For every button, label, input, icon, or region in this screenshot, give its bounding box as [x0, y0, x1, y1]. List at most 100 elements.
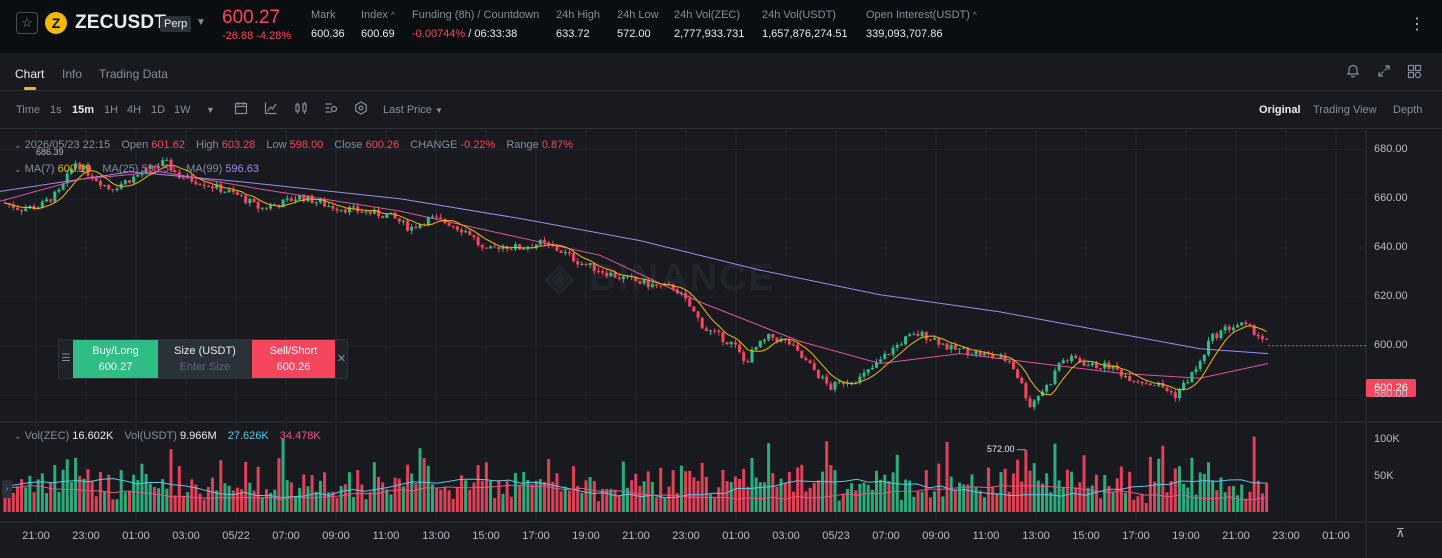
- interval-1w[interactable]: 1W: [174, 104, 191, 116]
- sell-short-button[interactable]: Sell/Short 600.26: [252, 340, 335, 378]
- volume-bar: [418, 448, 422, 512]
- view-depth[interactable]: Depth: [1393, 104, 1423, 116]
- interval-dropdown-icon[interactable]: ▼: [206, 105, 215, 115]
- tab-trading-data[interactable]: Trading Data: [99, 67, 168, 81]
- volume-bar: [543, 481, 546, 512]
- tab-chart[interactable]: Chart: [15, 67, 45, 81]
- volume-bar: [65, 459, 69, 512]
- tools-hexagon-icon[interactable]: [354, 101, 368, 118]
- volume-bar: [98, 472, 102, 512]
- chevron-down-icon[interactable]: ▼: [196, 17, 206, 28]
- volume-bar: [675, 492, 679, 512]
- volume-bar: [377, 476, 380, 512]
- symbol-name[interactable]: ZECUSDT: [75, 12, 167, 33]
- volume-bar: [132, 474, 136, 512]
- candle-body: [771, 333, 775, 338]
- stat-value: 633.72: [556, 28, 590, 40]
- candle-body: [1065, 360, 1069, 362]
- volume-bar: [273, 489, 277, 512]
- candle-body: [1165, 387, 1169, 391]
- volume-bar: [256, 466, 260, 512]
- candle-body: [1140, 381, 1144, 384]
- candle-body: [580, 264, 584, 266]
- interval-15m[interactable]: 15m: [72, 104, 95, 116]
- volume-bar: [850, 483, 854, 512]
- price-axis-label: 620.00: [1374, 290, 1408, 303]
- favorite-star-icon[interactable]: ☆: [16, 12, 38, 34]
- interval-4h[interactable]: 4H: [127, 104, 142, 116]
- stat-value: 339,093,707.86: [866, 28, 943, 40]
- volume-bar: [219, 460, 223, 512]
- candle-body: [609, 272, 613, 277]
- volume-bar: [1070, 471, 1074, 512]
- tab-info[interactable]: Info: [62, 67, 83, 81]
- close-icon[interactable]: ✕: [336, 353, 347, 365]
- scroll-left-handle[interactable]: ›: [2, 480, 12, 498]
- candle-body: [613, 272, 617, 278]
- volume-bar: [49, 482, 53, 512]
- volume-bar: [655, 497, 659, 512]
- interval-1d[interactable]: 1D: [151, 104, 166, 116]
- price-type-select[interactable]: Last Price ▼: [383, 104, 443, 116]
- chart-settings-icon[interactable]: [324, 101, 338, 118]
- candle-body: [61, 183, 65, 190]
- volume-bar: [663, 497, 667, 512]
- buy-long-button[interactable]: Buy/Long 600.27: [73, 340, 158, 378]
- view-original[interactable]: Original: [1259, 104, 1301, 116]
- volume-bar: [393, 477, 397, 512]
- candle-body: [725, 342, 729, 345]
- volume-bar: [1260, 493, 1264, 512]
- candle-body: [422, 224, 426, 226]
- buy-label: Buy/Long: [92, 345, 139, 357]
- volume-bar: [1248, 491, 1252, 512]
- time-axis-label: 09:00: [322, 530, 350, 542]
- candle-body: [592, 263, 596, 271]
- volume-bar: [186, 492, 190, 512]
- scale-reset-icon[interactable]: ⊼: [1396, 526, 1405, 540]
- drag-handle-icon[interactable]: ☰: [61, 353, 71, 364]
- volume-bar: [1165, 492, 1169, 512]
- volume-bar: [916, 491, 920, 512]
- candlestick-chart[interactable]: [0, 130, 1442, 558]
- candle-body: [32, 206, 36, 210]
- candle-body: [98, 181, 102, 186]
- volume-bar: [626, 487, 629, 512]
- candle-body: [1053, 370, 1057, 385]
- volume-bar: [738, 478, 742, 512]
- candle-body: [555, 246, 559, 251]
- chart-area[interactable]: ◈ BINANCE ⌄ 2026/05/23 22:15 Open 601.62…: [0, 130, 1442, 558]
- interval-1h[interactable]: 1H: [104, 104, 119, 116]
- candle-body: [879, 359, 883, 363]
- more-vertical-icon[interactable]: ⋮: [1409, 16, 1425, 33]
- time-axis-label: 05/23: [822, 530, 850, 542]
- candle-body: [57, 189, 61, 192]
- candle-body: [1157, 382, 1161, 386]
- indicator-line-icon[interactable]: [264, 101, 278, 118]
- candle-body: [650, 284, 654, 288]
- candle-body: [1090, 363, 1094, 366]
- expand-icon[interactable]: [1377, 64, 1391, 81]
- candle-body: [1265, 338, 1269, 340]
- candle-body: [733, 342, 737, 345]
- candle-type-icon[interactable]: [294, 101, 308, 118]
- bell-icon[interactable]: [1346, 64, 1360, 81]
- size-input[interactable]: Size (USDT) Enter Size: [158, 340, 252, 378]
- stat-label: 24h Vol(ZEC): [674, 9, 741, 21]
- candle-body: [1028, 398, 1032, 408]
- stat-index[interactable]: Index ^ 600.69: [361, 9, 395, 40]
- volume-bar: [700, 462, 704, 512]
- stat-open-interest[interactable]: Open Interest(USDT) ^ 339,093,707.86: [866, 9, 977, 40]
- volume-bar: [1240, 484, 1244, 512]
- interval-1s[interactable]: 1s: [50, 104, 62, 116]
- candle-body: [904, 336, 908, 345]
- volume-bar: [501, 493, 505, 512]
- time-axis-label: 03:00: [172, 530, 200, 542]
- layout-grid-icon[interactable]: [1407, 64, 1422, 82]
- candle-body: [1198, 360, 1202, 369]
- stat-value: -0.00744% / 06:33:38: [412, 28, 539, 40]
- candle-body: [480, 244, 484, 248]
- candle-body: [717, 330, 721, 332]
- candle-body: [671, 284, 675, 290]
- view-trading-view[interactable]: Trading View: [1313, 104, 1377, 116]
- calendar-icon[interactable]: [234, 101, 248, 118]
